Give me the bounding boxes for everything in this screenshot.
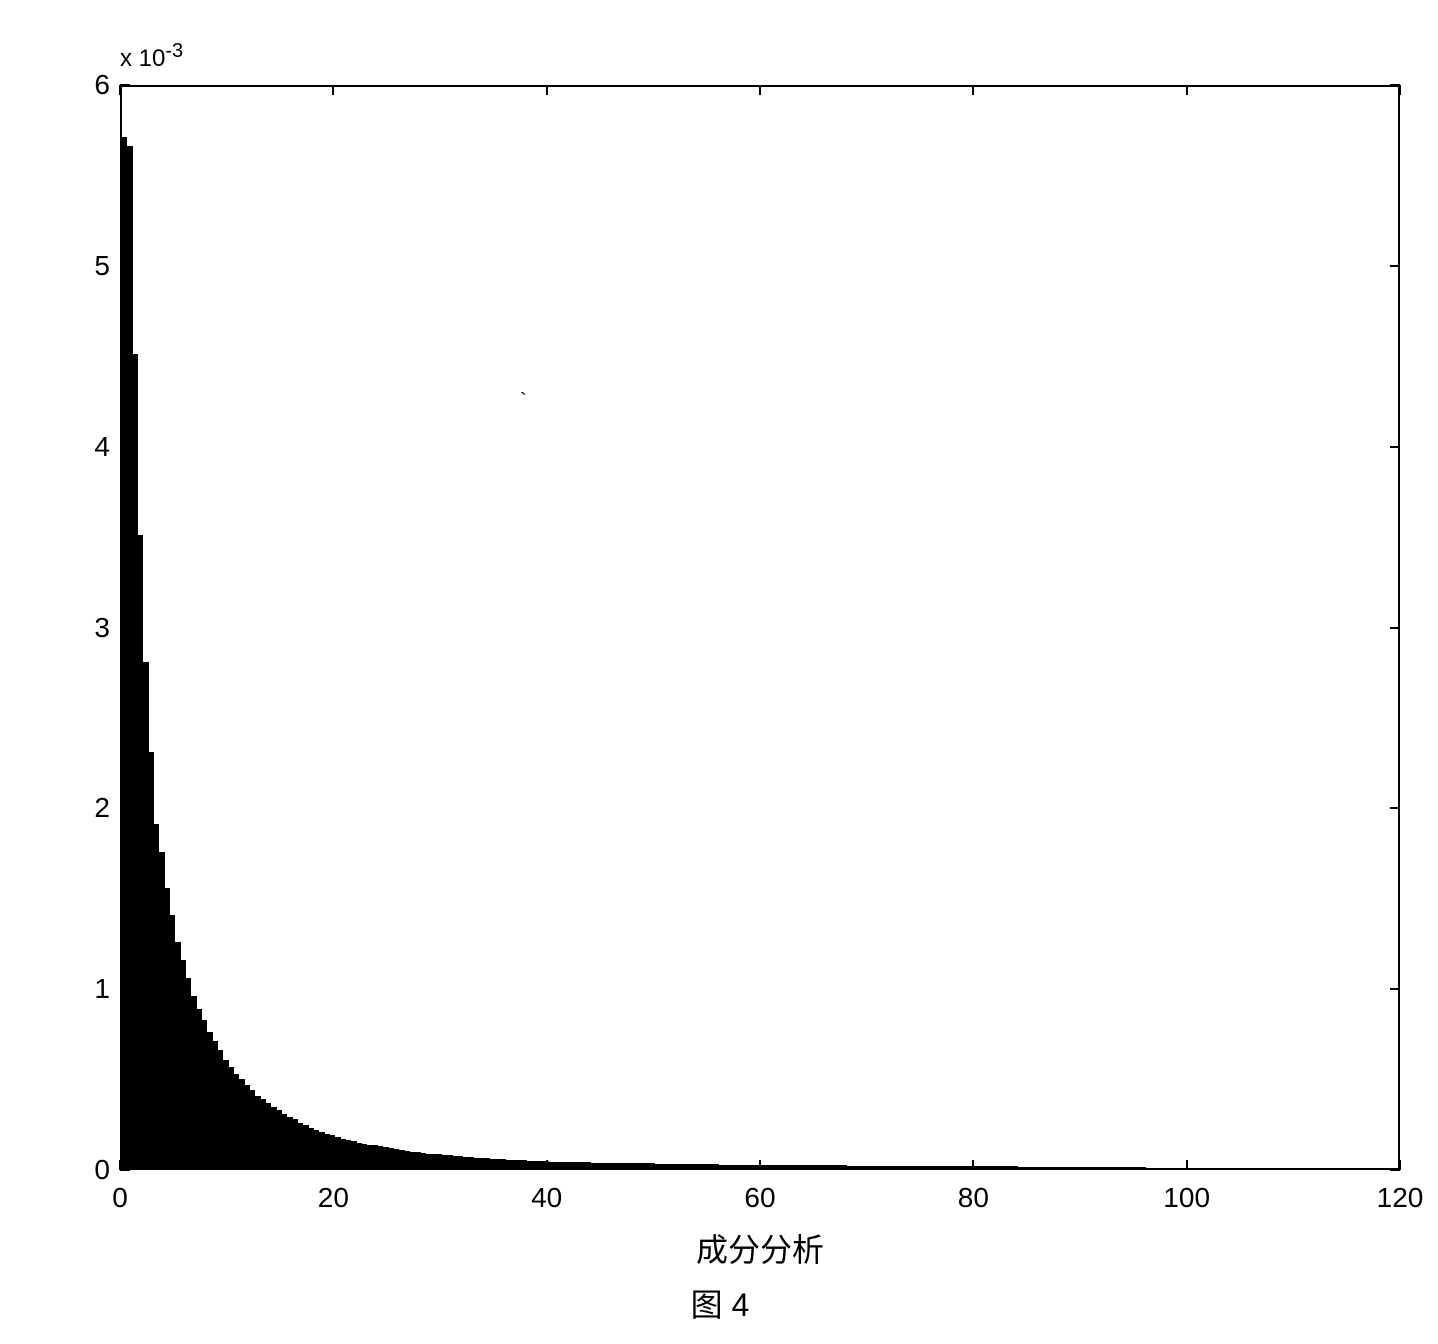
y-tick <box>1390 627 1400 629</box>
x-tick <box>1186 1160 1188 1170</box>
x-tick <box>119 1160 121 1170</box>
histogram-bar <box>762 1165 783 1168</box>
y-tick <box>120 627 130 629</box>
histogram-bar <box>549 1162 570 1168</box>
x-tick <box>119 85 121 95</box>
y-tick-label: 5 <box>60 250 110 282</box>
histogram-bar <box>911 1166 932 1168</box>
histogram-bar <box>527 1161 538 1168</box>
y-tick-label: 1 <box>60 973 110 1005</box>
histogram-bar <box>719 1165 740 1168</box>
histogram-bar <box>634 1163 655 1168</box>
y-tick-label: 6 <box>60 69 110 101</box>
y-tick <box>1390 807 1400 809</box>
y-tick <box>1390 446 1400 448</box>
x-tick-label: 100 <box>1163 1182 1210 1214</box>
histogram-bar <box>847 1166 868 1168</box>
x-tick-label: 40 <box>531 1182 562 1214</box>
histogram-bar <box>1103 1167 1124 1168</box>
histogram-bar <box>1018 1167 1039 1168</box>
x-tick <box>1399 1160 1401 1170</box>
y-tick-label: 3 <box>60 612 110 644</box>
y-tick-label: 0 <box>60 1154 110 1186</box>
y-tick <box>120 265 130 267</box>
x-tick <box>1186 85 1188 95</box>
y-tick-label: 2 <box>60 792 110 824</box>
histogram-bar <box>591 1163 612 1168</box>
y-tick <box>120 446 130 448</box>
x-tick <box>332 1160 334 1170</box>
histogram-bar <box>517 1160 528 1168</box>
x-tick <box>546 1160 548 1170</box>
x-tick-label: 20 <box>318 1182 349 1214</box>
histogram-bar <box>975 1166 996 1168</box>
y-tick <box>1390 988 1400 990</box>
y-tick <box>120 84 130 86</box>
x-tick-label: 0 <box>112 1182 128 1214</box>
x-tick-label: 80 <box>958 1182 989 1214</box>
y-axis-exponent: x 10-3 <box>120 40 183 73</box>
x-tick <box>759 1160 761 1170</box>
histogram-bar <box>655 1164 676 1168</box>
histogram-bar <box>495 1159 506 1168</box>
histogram-bar <box>1125 1167 1146 1168</box>
x-tick <box>546 85 548 95</box>
histogram-bar <box>826 1165 847 1168</box>
x-axis-title: 成分分析 <box>660 1225 860 1271</box>
x-tick <box>972 1160 974 1170</box>
histogram-bar <box>890 1166 911 1168</box>
histogram-bar <box>613 1163 634 1168</box>
y-tick-label: 4 <box>60 431 110 463</box>
histogram-bar <box>1082 1167 1103 1168</box>
histogram-bar <box>933 1166 954 1168</box>
plot-area <box>120 85 1400 1170</box>
histogram-bar <box>997 1166 1018 1168</box>
histogram-bar <box>677 1164 698 1168</box>
histogram-bar <box>1061 1167 1082 1168</box>
x-tick-label: 60 <box>744 1182 775 1214</box>
histogram-bar <box>869 1166 890 1168</box>
x-tick <box>332 85 334 95</box>
x-tick <box>759 85 761 95</box>
histogram-bar <box>1039 1167 1060 1168</box>
x-tick-label: 120 <box>1377 1182 1424 1214</box>
exponent-power: -3 <box>165 40 183 62</box>
exponent-base: x 10 <box>120 45 165 72</box>
histogram-bar <box>506 1160 517 1168</box>
x-tick <box>1399 85 1401 95</box>
chart-container: x 10-3 0123456 020406080100120 ` 成分分析 <box>100 30 1400 1230</box>
y-tick <box>120 807 130 809</box>
histogram-bar <box>805 1165 826 1168</box>
y-tick <box>120 988 130 990</box>
histogram-bar <box>570 1162 591 1168</box>
x-tick <box>972 85 974 95</box>
y-tick <box>1390 265 1400 267</box>
y-tick <box>120 1169 130 1171</box>
stray-mark: ` <box>520 390 527 413</box>
histogram-bar <box>783 1165 804 1168</box>
histogram-bar <box>698 1164 719 1168</box>
figure-caption: 图 4 <box>660 1280 780 1326</box>
